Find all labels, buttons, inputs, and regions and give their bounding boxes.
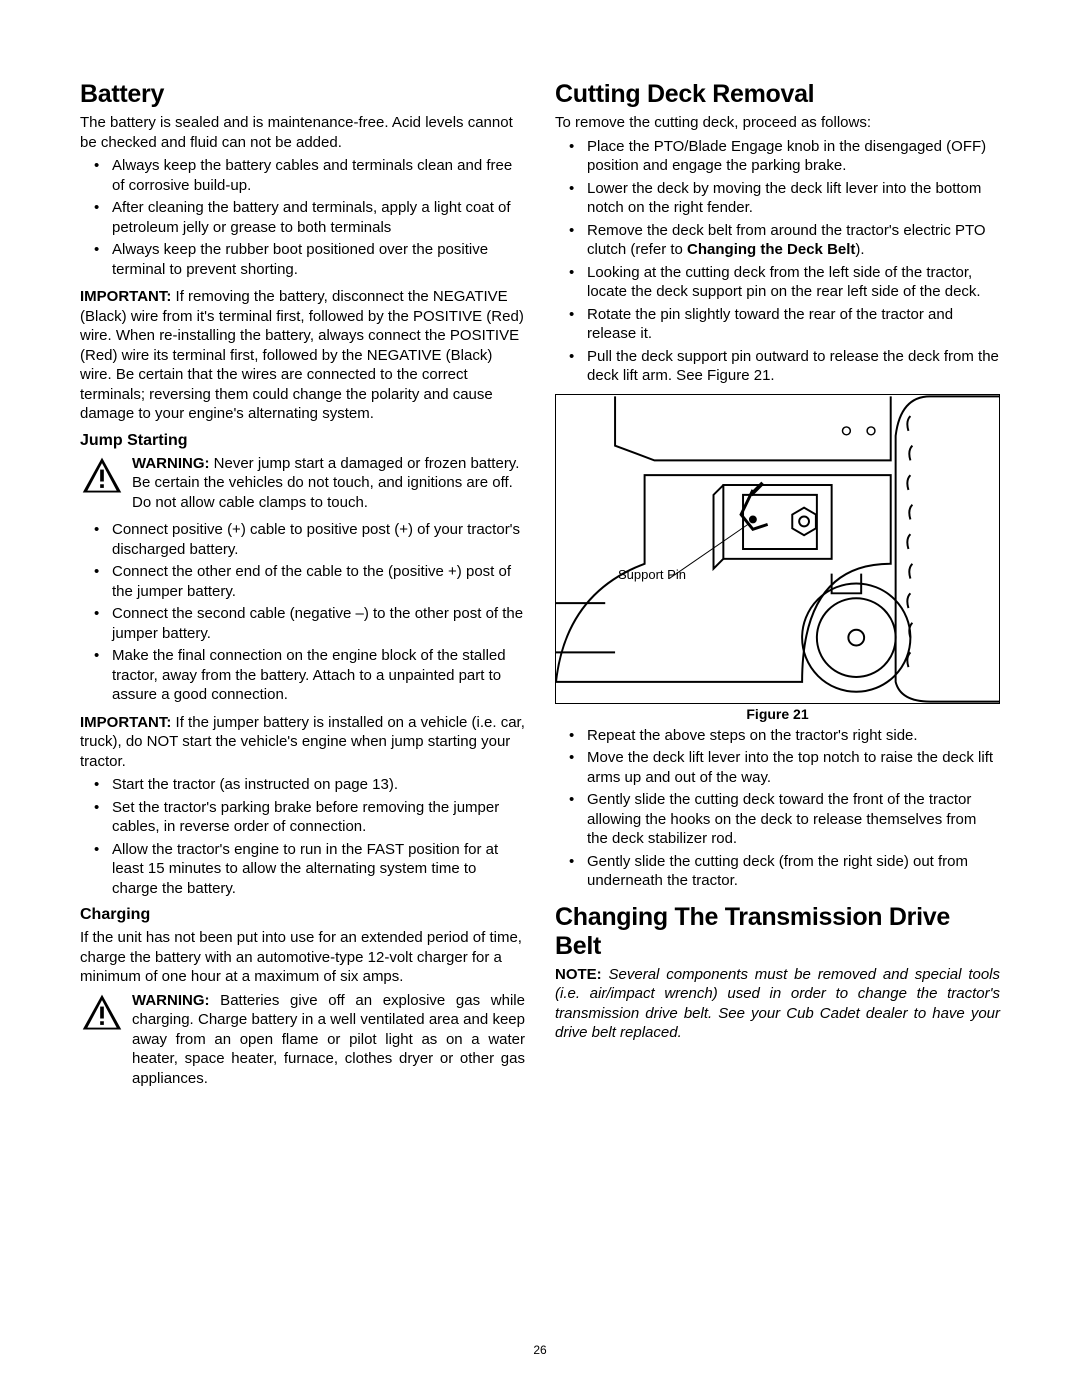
battery-heading: Battery — [80, 80, 525, 109]
important-paragraph: IMPORTANT: If removing the battery, disc… — [80, 287, 525, 424]
important-paragraph: IMPORTANT: If the jumper battery is inst… — [80, 713, 525, 772]
warning-label: WARNING: — [132, 992, 210, 1009]
list-item: Connect positive (+) cable to positive p… — [80, 520, 525, 559]
charging-paragraph: If the unit has not been put into use fo… — [80, 928, 525, 987]
list-item: Gently slide the cutting deck (from the … — [555, 852, 1000, 891]
figure-21: Support Pin — [555, 394, 1000, 704]
list-item: Rotate the pin slightly toward the rear … — [555, 305, 1000, 344]
manual-page: Battery The battery is sealed and is mai… — [0, 0, 1080, 1136]
note-text: Several components must be removed and s… — [555, 966, 1000, 1042]
cutting-deck-intro: To remove the cutting deck, proceed as f… — [555, 113, 1000, 133]
list-item: Looking at the cutting deck from the lef… — [555, 263, 1000, 302]
list-item: Pull the deck support pin outward to rel… — [555, 347, 1000, 386]
support-pin-label: Support Pin — [618, 567, 686, 582]
list-item: Connect the other end of the cable to th… — [80, 562, 525, 601]
warning-block: WARNING: Never jump start a damaged or f… — [80, 454, 525, 513]
jump-list-2: Start the tractor (as instructed on page… — [80, 775, 525, 898]
page-number: 26 — [0, 1343, 1080, 1357]
cutting-deck-list: Place the PTO/Blade Engage knob in the d… — [555, 137, 1000, 386]
list-item: Start the tractor (as instructed on page… — [80, 775, 525, 795]
important-text: If removing the battery, disconnect the … — [80, 288, 524, 422]
jump-list: Connect positive (+) cable to positive p… — [80, 520, 525, 705]
list-item: Remove the deck belt from around the tra… — [555, 221, 1000, 260]
cutting-deck-heading: Cutting Deck Removal — [555, 80, 1000, 109]
warning-text: WARNING: Never jump start a damaged or f… — [132, 454, 525, 513]
warning-text: WARNING: Batteries give off an explosive… — [132, 991, 525, 1089]
list-item: Connect the second cable (negative –) to… — [80, 604, 525, 643]
figure-caption: Figure 21 — [555, 706, 1000, 722]
left-column: Battery The battery is sealed and is mai… — [80, 80, 525, 1096]
list-item: Allow the tractor's engine to run in the… — [80, 840, 525, 899]
deck-diagram-svg — [556, 395, 999, 703]
list-item: Move the deck lift lever into the top no… — [555, 748, 1000, 787]
cutting-deck-list-2: Repeat the above steps on the tractor's … — [555, 726, 1000, 891]
list-item: After cleaning the battery and terminals… — [80, 198, 525, 237]
list-item-text: ). — [855, 241, 864, 258]
warning-label: WARNING: — [132, 455, 210, 472]
list-item: Lower the deck by moving the deck lift l… — [555, 179, 1000, 218]
bold-reference: Changing the Deck Belt — [687, 241, 855, 258]
important-label: IMPORTANT: — [80, 288, 171, 305]
list-item: Place the PTO/Blade Engage knob in the d… — [555, 137, 1000, 176]
battery-list: Always keep the battery cables and termi… — [80, 156, 525, 279]
list-item: Always keep the battery cables and termi… — [80, 156, 525, 195]
right-column: Cutting Deck Removal To remove the cutti… — [555, 80, 1000, 1096]
list-item: Make the final connection on the engine … — [80, 646, 525, 705]
list-item: Repeat the above steps on the tractor's … — [555, 726, 1000, 746]
transmission-heading: Changing The Transmission Drive Belt — [555, 903, 1000, 961]
note-label: NOTE: — [555, 966, 602, 983]
list-item: Set the tractor's parking brake before r… — [80, 798, 525, 837]
note-paragraph: NOTE: Several components must be removed… — [555, 965, 1000, 1043]
warning-icon — [80, 454, 124, 498]
list-item: Gently slide the cutting deck toward the… — [555, 790, 1000, 849]
jump-starting-heading: Jump Starting — [80, 432, 525, 450]
charging-heading: Charging — [80, 906, 525, 924]
important-label: IMPORTANT: — [80, 714, 171, 731]
battery-intro: The battery is sealed and is maintenance… — [80, 113, 525, 152]
warning-icon — [80, 991, 124, 1035]
list-item: Always keep the rubber boot positioned o… — [80, 240, 525, 279]
warning-block: WARNING: Batteries give off an explosive… — [80, 991, 525, 1089]
